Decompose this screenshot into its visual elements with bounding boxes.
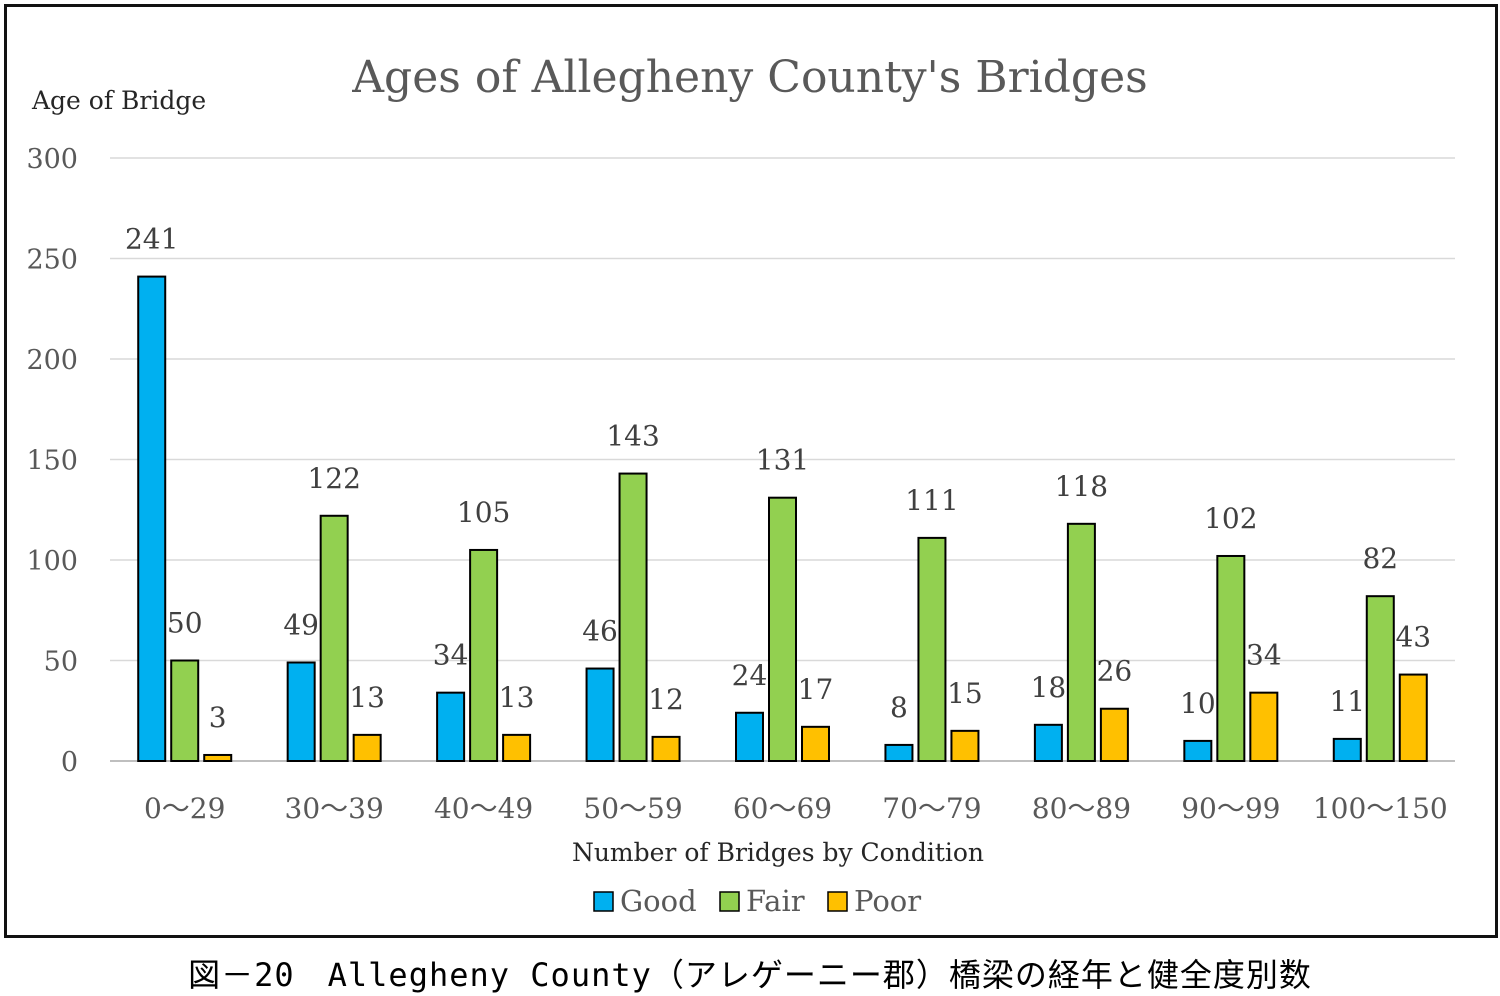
category-label: 0～29 xyxy=(144,792,225,825)
data-label: 49 xyxy=(283,609,319,642)
bar-poor xyxy=(1099,707,1129,762)
data-label: 111 xyxy=(905,484,958,517)
bar-poor xyxy=(950,729,980,762)
bar-good xyxy=(1183,739,1213,763)
data-label: 46 xyxy=(582,615,618,648)
bar-good xyxy=(436,691,466,762)
bar-good xyxy=(286,661,316,763)
category-label: 60～69 xyxy=(733,792,832,825)
bar-fair xyxy=(469,548,499,763)
data-label: 8 xyxy=(890,691,908,724)
data-label: 105 xyxy=(457,496,510,529)
chart-title: Ages of Allegheny County's Bridges xyxy=(351,52,1147,103)
bar-good xyxy=(137,275,167,762)
bar-poor xyxy=(1398,673,1428,763)
bar-fair xyxy=(917,536,947,763)
bar-poor xyxy=(203,753,233,762)
category-label: 70～79 xyxy=(882,792,981,825)
data-label: 3 xyxy=(209,701,227,734)
legend-label-good: Good xyxy=(620,884,697,918)
bar-fair xyxy=(768,496,797,762)
legend-label-poor: Poor xyxy=(854,884,921,918)
data-label: 131 xyxy=(756,444,809,477)
bar-poor xyxy=(1249,691,1279,762)
data-label: 241 xyxy=(125,223,178,256)
data-labels: 241 50 3 49 122 13 34 105 13 46 143 12 24 131 17 8 111 15… xyxy=(125,223,1431,734)
data-label: 15 xyxy=(947,677,983,710)
y-tick-label: 200 xyxy=(26,345,78,376)
y-tick-label: 250 xyxy=(26,245,78,276)
bar-good xyxy=(1332,737,1362,763)
data-label: 24 xyxy=(732,659,768,692)
y-tick-label: 300 xyxy=(26,144,78,175)
data-label: 122 xyxy=(307,462,360,495)
legend: Good Fair Poor xyxy=(593,884,921,918)
category-label: 100～150 xyxy=(1313,792,1448,825)
bar-fair xyxy=(1365,595,1395,762)
bar-chart: Ages of Allegheny County's Bridges Age o… xyxy=(26,52,1455,918)
legend-label-fair: Fair xyxy=(746,884,805,918)
y-tick-label: 50 xyxy=(44,647,78,678)
bar-poor xyxy=(801,725,830,763)
bars xyxy=(137,275,1428,763)
y-axis-title: Age of Bridge xyxy=(31,86,206,115)
category-label: 40～49 xyxy=(434,792,533,825)
data-label: 11 xyxy=(1329,685,1365,718)
y-tick-label: 0 xyxy=(61,747,78,778)
bar-fair xyxy=(618,472,648,762)
legend-swatch-good xyxy=(593,891,614,912)
bar-good xyxy=(735,711,764,763)
data-label: 10 xyxy=(1180,687,1216,720)
data-label: 102 xyxy=(1204,502,1257,535)
data-label: 13 xyxy=(349,681,385,714)
legend-swatch-poor xyxy=(827,891,848,912)
y-tick-label: 150 xyxy=(26,446,78,477)
category-label: 50～59 xyxy=(583,792,682,825)
bar-good xyxy=(585,667,615,762)
data-label: 34 xyxy=(1246,639,1282,672)
data-label: 26 xyxy=(1097,655,1133,688)
legend-swatch-fair xyxy=(719,891,740,912)
data-label: 43 xyxy=(1395,621,1431,654)
bar-good xyxy=(884,743,914,762)
figure-caption: 図－20 Allegheny County（アレゲーニー郡）橋梁の経年と健全度別… xyxy=(188,956,1312,994)
data-label: 17 xyxy=(798,673,834,706)
category-label: 30～39 xyxy=(285,792,384,825)
y-tick-label: 100 xyxy=(26,546,78,577)
data-label: 50 xyxy=(167,607,203,640)
data-label: 118 xyxy=(1055,470,1108,503)
chart-frame xyxy=(4,4,1498,938)
y-tick-labels: 0 50 100 150 200 250 300 xyxy=(26,144,78,778)
data-label: 82 xyxy=(1362,542,1398,575)
bar-fair xyxy=(319,514,349,763)
bar-fair xyxy=(1216,554,1246,762)
bar-poor xyxy=(651,735,681,763)
bar-fair xyxy=(170,659,200,762)
category-label: 90～99 xyxy=(1181,792,1280,825)
bar-good xyxy=(1033,723,1063,763)
data-label: 12 xyxy=(648,683,684,716)
category-label: 80～89 xyxy=(1032,792,1131,825)
x-axis-title: Number of Bridges by Condition xyxy=(572,838,984,867)
data-label: 143 xyxy=(606,420,659,453)
data-label: 18 xyxy=(1031,671,1067,704)
data-label: 13 xyxy=(499,681,535,714)
category-labels: 0～29 30～39 40～49 50～59 60～69 70～79 80～89 90～99 1… xyxy=(144,792,1448,825)
data-label: 34 xyxy=(433,639,469,672)
bar-fair xyxy=(1066,522,1096,762)
bar-poor xyxy=(502,733,532,762)
bar-poor xyxy=(352,733,382,762)
